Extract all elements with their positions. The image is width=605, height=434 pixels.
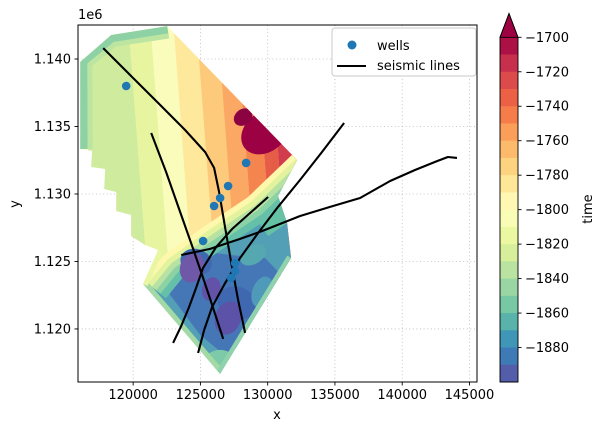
- colorbar-segment: [500, 244, 518, 262]
- contour-blob: [214, 301, 242, 335]
- contour-blob: [201, 277, 221, 301]
- colorbar-segment: [500, 330, 518, 348]
- y-tick-label: 1.125: [34, 255, 71, 270]
- contour-band: [282, 26, 298, 287]
- well-marker: [226, 273, 236, 283]
- colorbar-segment: [500, 278, 518, 297]
- contour-blob: [233, 108, 253, 126]
- colorbar-tick-label: −1760: [525, 134, 569, 149]
- seismic-line: [180, 155, 458, 257]
- legend-label-seismic-lines: seismic lines: [377, 59, 460, 74]
- x-tick-label: 125000: [176, 388, 226, 403]
- colorbar-tick-label: −1820: [525, 238, 569, 253]
- colorbar-segment: [500, 175, 518, 193]
- colorbar-segment: [500, 157, 518, 176]
- colorbar-tick-label: −1720: [525, 65, 569, 80]
- y-tick-label: 1.130: [34, 187, 71, 202]
- contour-band: [80, 26, 149, 287]
- colorbar-segments: [500, 37, 518, 383]
- colorbar-segment: [500, 261, 518, 279]
- edge-rim: [87, 33, 170, 150]
- colorbar-segment: [500, 364, 518, 383]
- x-tick-label: 135000: [310, 388, 360, 403]
- x-tick-label: 130000: [243, 388, 293, 403]
- well-marker: [223, 181, 233, 191]
- flank-stripe: [151, 155, 298, 292]
- colorbar: −1700 −1720 −1740 −1760 −1780 −1800 −1820 −1840…: [499, 12, 596, 383]
- colorbar-segment: [500, 123, 518, 142]
- colorbar-segment: [500, 192, 518, 211]
- colorbar-segment: [500, 295, 518, 314]
- well-marker: [215, 193, 225, 203]
- colorbar-tick-label: −1840: [525, 272, 569, 287]
- legend: wells seismic lines: [331, 27, 477, 77]
- edge-rim: [142, 280, 224, 374]
- colorbar-ticks: −1700 −1720 −1740 −1760 −1780 −1800 −1820 −1840…: [518, 31, 569, 356]
- colorbar-tick-label: −1740: [525, 100, 569, 115]
- y-axis-label: y: [8, 200, 23, 208]
- colorbar-segment: [500, 71, 518, 90]
- colorbar-tick-label: −1880: [525, 341, 569, 356]
- colorbar-tick-label: −1700: [525, 31, 569, 46]
- x-tick-label: 120000: [108, 388, 158, 403]
- colorbar-segment: [500, 313, 518, 331]
- contour-band: [128, 26, 171, 286]
- colorbar-tick-label: −1800: [525, 203, 569, 218]
- colorbar-label: time: [581, 194, 596, 223]
- y-tick-label: 1.135: [34, 120, 71, 135]
- colorbar-tick-label: −1780: [525, 169, 569, 184]
- well-marker: [241, 158, 251, 168]
- edge-rim: [216, 255, 292, 374]
- axis-offset-text: 1e6: [78, 8, 103, 23]
- colorbar-segment: [500, 54, 518, 73]
- contour-band: [150, 26, 194, 286]
- wells-layer: [121, 81, 251, 283]
- y-tick-label: 1.140: [34, 53, 71, 68]
- well-marker: [198, 236, 208, 246]
- edge-rim: [142, 249, 163, 287]
- well-marker: [230, 258, 240, 268]
- colorbar-segment: [500, 89, 518, 107]
- colorbar-tick-label: −1860: [525, 307, 569, 322]
- colorbar-extend-arrow-icon: [499, 12, 519, 38]
- x-tick-label: 145000: [445, 388, 495, 403]
- colorbar-segment: [500, 209, 518, 228]
- colorbar-segment: [500, 37, 518, 55]
- tick-layer: 120000 125000 130000 135000 140000 145000 1.14…: [34, 53, 495, 403]
- well-marker: [209, 201, 219, 211]
- flank-stripe: [147, 151, 298, 288]
- x-tick-label: 140000: [377, 388, 427, 403]
- seismic-line: [172, 196, 269, 344]
- contour-blob: [179, 253, 205, 283]
- seismic-line: [150, 132, 225, 340]
- legend-wells-marker-icon: [347, 40, 357, 50]
- legend-box: [331, 27, 477, 77]
- edge-rim: [80, 26, 169, 150]
- colorbar-segment: [500, 140, 518, 159]
- well-marker: [230, 266, 240, 276]
- seismic-line: [197, 122, 345, 354]
- colorbar-segment: [500, 106, 518, 124]
- x-axis-label: x: [273, 408, 281, 423]
- legend-label-wells: wells: [377, 39, 410, 54]
- colorbar-segment: [500, 226, 518, 245]
- colorbar-segment: [500, 347, 518, 366]
- flank-stripe: [143, 147, 298, 285]
- well-marker: [121, 81, 131, 91]
- axes-frame: [77, 24, 478, 383]
- y-tick-label: 1.120: [34, 322, 71, 337]
